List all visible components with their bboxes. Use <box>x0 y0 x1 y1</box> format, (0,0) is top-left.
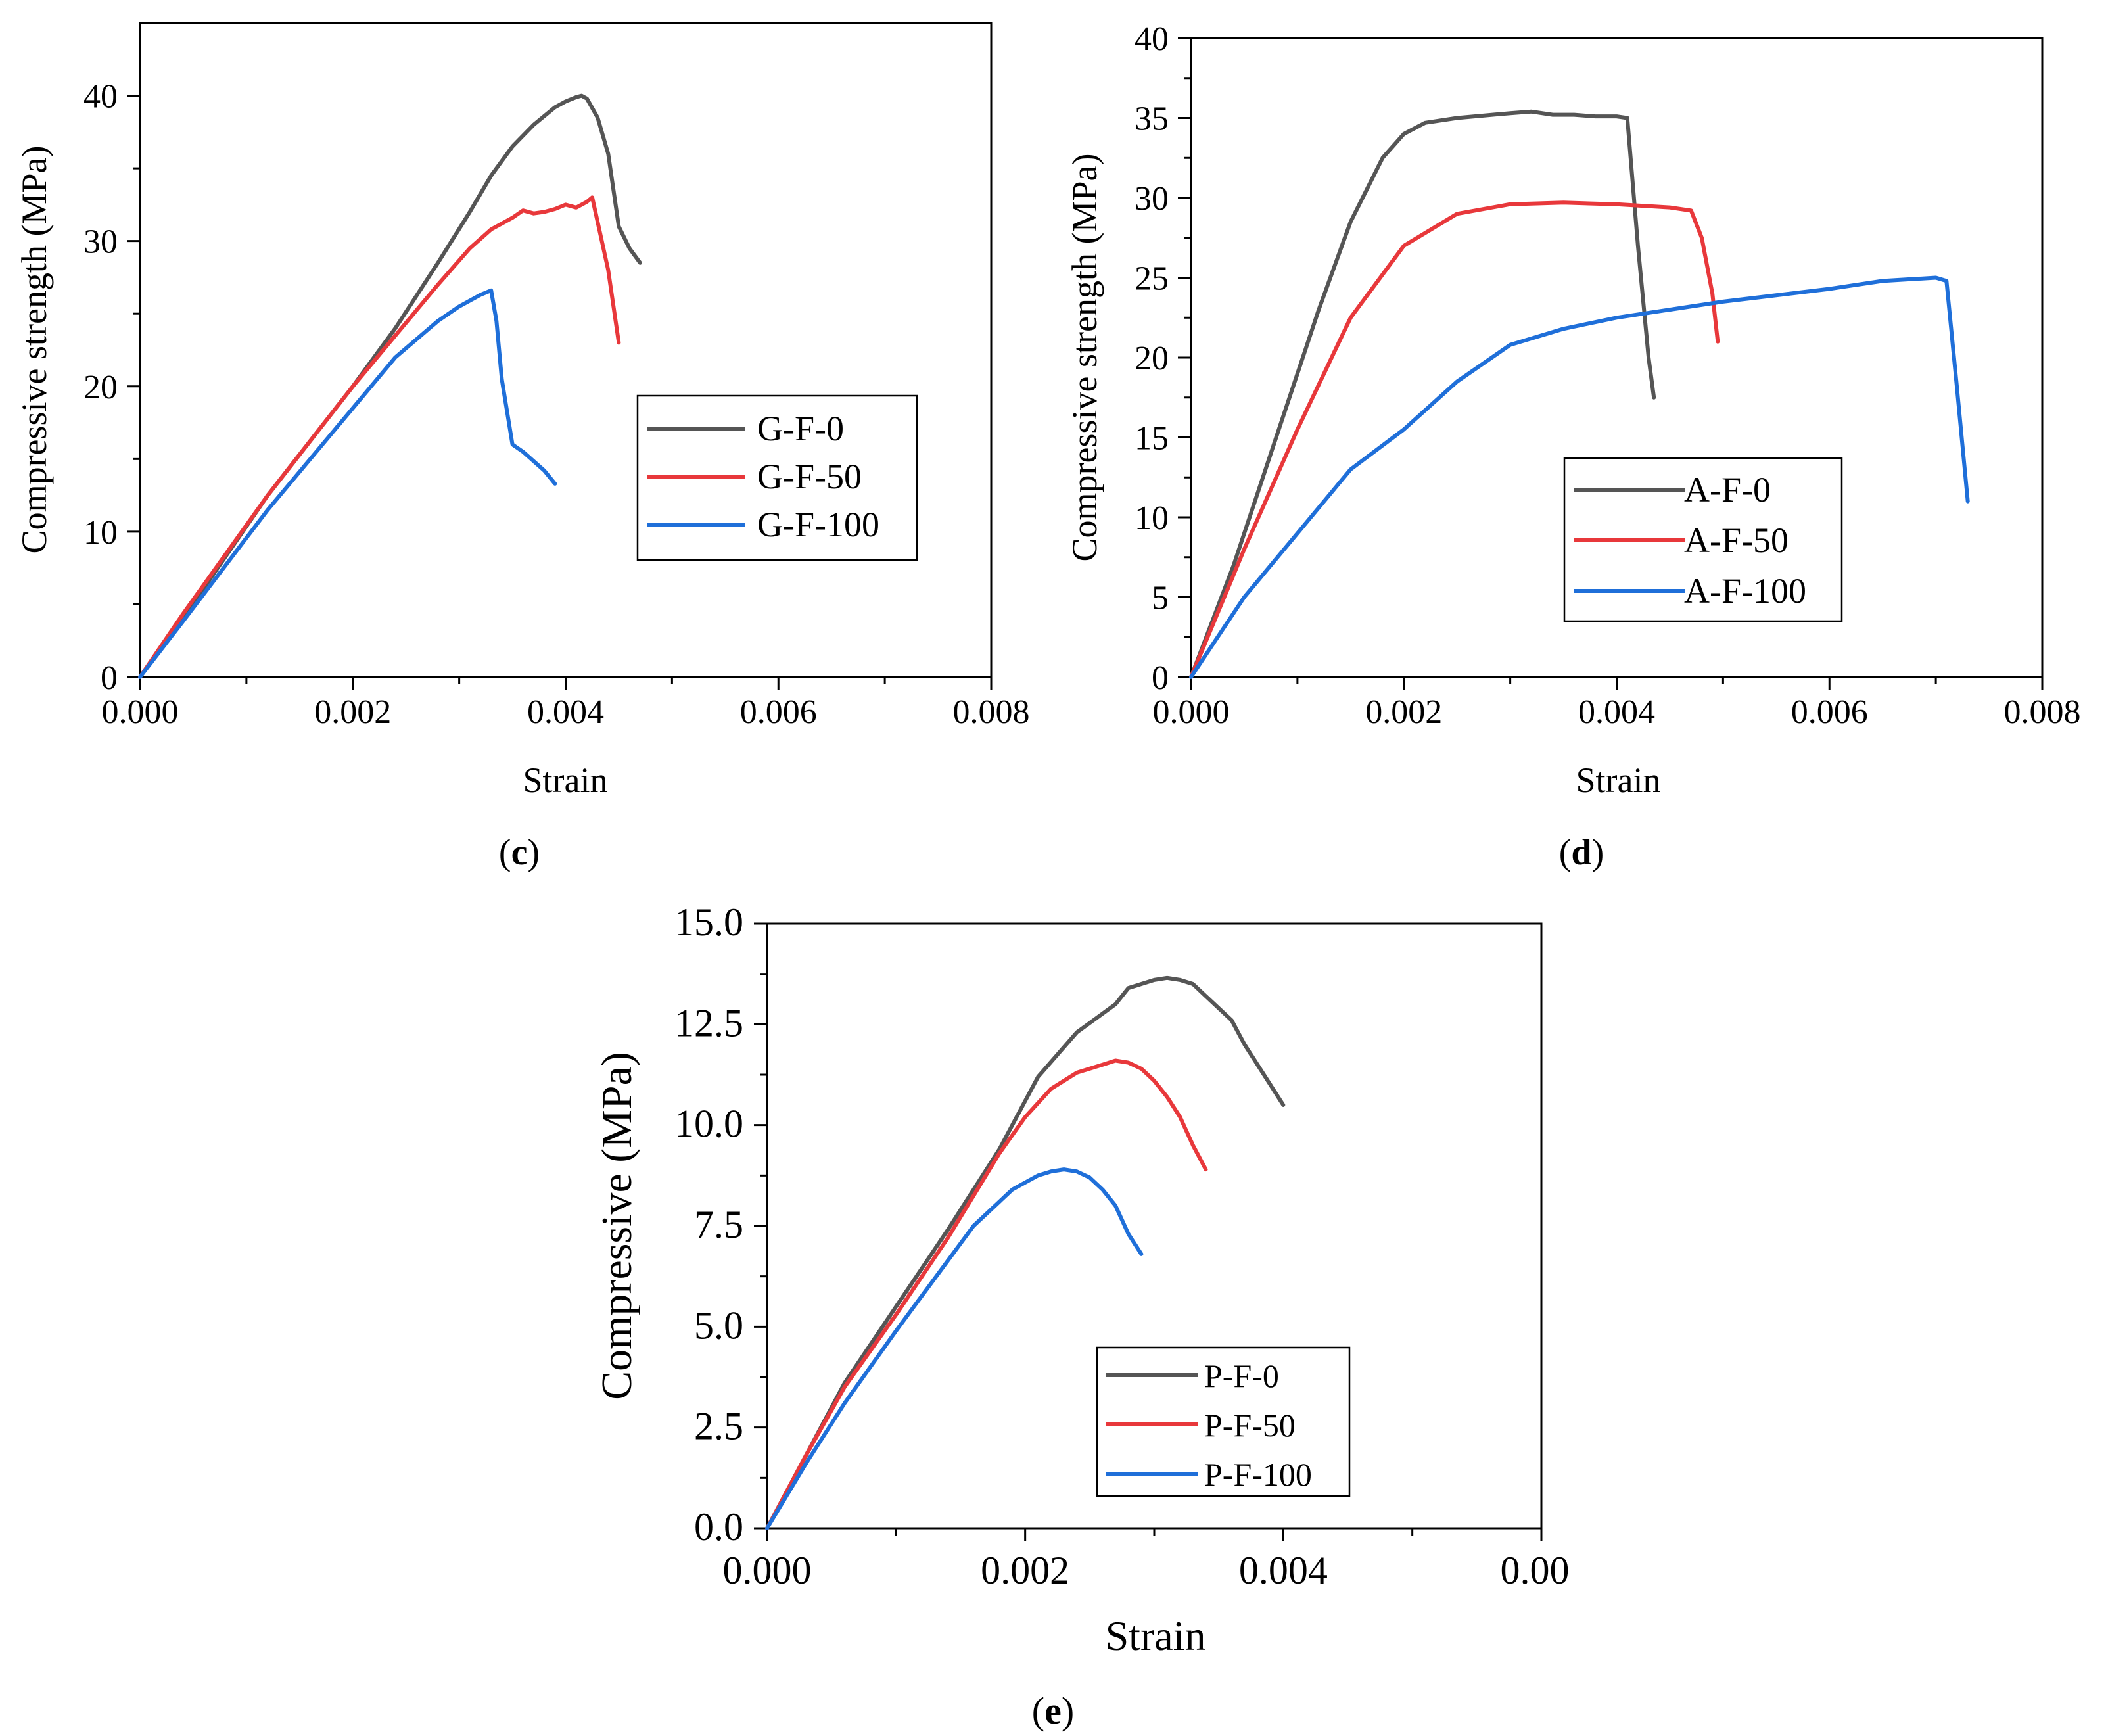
y-axis-title: Compressive strength (MPa) <box>14 146 54 554</box>
legend-label: P-F-0 <box>1204 1357 1279 1394</box>
x-tick-label: 0.002 <box>314 693 391 731</box>
x-tick-label: 0.002 <box>1365 693 1442 731</box>
y-tick-label: 15.0 <box>674 901 743 944</box>
legend-label: G-F-50 <box>757 457 862 496</box>
x-tick-label: 0.000 <box>1153 693 1230 731</box>
y-tick-label: 10 <box>83 514 118 551</box>
panel-letter: c <box>511 832 528 873</box>
panel-label: (e) <box>1032 1689 1074 1732</box>
panel-letter: e <box>1044 1689 1062 1732</box>
legend-box <box>1563 457 1843 622</box>
legend-label: A-F-50 <box>1684 521 1789 560</box>
x-tick-label: 0.004 <box>1578 693 1655 731</box>
x-tick-label: 0.000 <box>102 693 179 731</box>
chart-panel-c: 0.000 0.002 0.004 0.006 0.008 0 10 20 30 40 Strain… <box>14 22 1030 873</box>
legend-label: P-F-50 <box>1204 1407 1296 1443</box>
legend-label: A-F-0 <box>1684 470 1771 509</box>
series-line-p-f-100 <box>765 1167 1144 1530</box>
legend-box <box>1096 1346 1351 1497</box>
legend-label: G-F-0 <box>757 409 844 448</box>
legend-label: G-F-100 <box>757 505 879 544</box>
y-tick-label: 20 <box>83 369 118 406</box>
chart-panel-e: 0.000 0.002 0.004 0.00( 0.0 2.5 5.0 7.5 10.0 12.5… <box>593 901 1583 1732</box>
y-tick-label: 40 <box>83 78 118 116</box>
y-tick-label: 2.5 <box>694 1405 743 1448</box>
x-axis-title: Strain <box>523 761 608 800</box>
x-tick-label: 0.002 <box>981 1549 1069 1592</box>
series-line-p-f-0 <box>765 975 1286 1530</box>
series-line-p-f-50 <box>765 1058 1208 1530</box>
x-tick-label: 0.004 <box>1239 1549 1328 1592</box>
panel-label: (c) <box>499 832 540 873</box>
legend: A-F-0 A-F-50 A-F-100 <box>1563 457 1843 622</box>
series-line-a-f-0 <box>1189 109 1656 679</box>
y-tick-label: 0 <box>1152 659 1169 697</box>
y-tick-label: 10 <box>1135 500 1169 537</box>
y-tick-label: 30 <box>83 223 118 261</box>
legend: P-F-0 P-F-50 P-F-100 <box>1096 1346 1351 1497</box>
y-axis-title: Compressive strength (MPa) <box>1065 154 1104 562</box>
y-tick-label: 25 <box>1135 260 1169 298</box>
series-line-a-f-50 <box>1189 200 1720 679</box>
y-tick-label: 10.0 <box>674 1102 743 1146</box>
series-line-g-f-50 <box>138 195 621 679</box>
y-tick-label: 5.0 <box>694 1303 743 1347</box>
x-tick-label: 0.006 <box>1791 693 1868 731</box>
x-tick-label: 0.00( <box>1501 1549 1583 1592</box>
y-tick-label: 15 <box>1135 420 1169 457</box>
legend: G-F-0 G-F-50 G-F-100 <box>636 394 918 561</box>
x-tick-label: 0.000 <box>723 1549 812 1592</box>
legend-label: A-F-100 <box>1684 571 1806 611</box>
x-axis-title: Strain <box>1576 761 1661 800</box>
y-tick-label: 0.0 <box>694 1505 743 1549</box>
x-tick-label: 0.008 <box>2004 693 2081 731</box>
panel-letter: d <box>1571 832 1591 873</box>
chart-panel-d: 0.000 0.002 0.004 0.006 0.008 0 5 10 15 20 25 30 35 4… <box>1065 20 2081 873</box>
y-tick-label: 12.5 <box>674 1001 743 1044</box>
x-tick-label: 0.004 <box>527 693 604 731</box>
y-tick-label: 35 <box>1135 101 1169 138</box>
y-tick-label: 0 <box>101 659 118 697</box>
y-axis-title: Compressive (MPa) <box>593 1052 641 1400</box>
series-line-a-f-100 <box>1189 275 1970 679</box>
x-tick-label: 0.006 <box>740 693 817 731</box>
legend-label: P-F-100 <box>1204 1456 1312 1493</box>
y-tick-label: 20 <box>1135 340 1169 377</box>
y-tick-label: 40 <box>1135 20 1169 58</box>
x-tick-label: 0.008 <box>953 693 1030 731</box>
panel-label: (d) <box>1559 832 1604 873</box>
y-tick-label: 7.5 <box>694 1203 743 1246</box>
x-axis-title: Strain <box>1106 1612 1206 1659</box>
y-tick-label: 30 <box>1135 180 1169 218</box>
series-line-g-f-100 <box>138 288 557 679</box>
y-tick-label: 5 <box>1152 580 1169 617</box>
